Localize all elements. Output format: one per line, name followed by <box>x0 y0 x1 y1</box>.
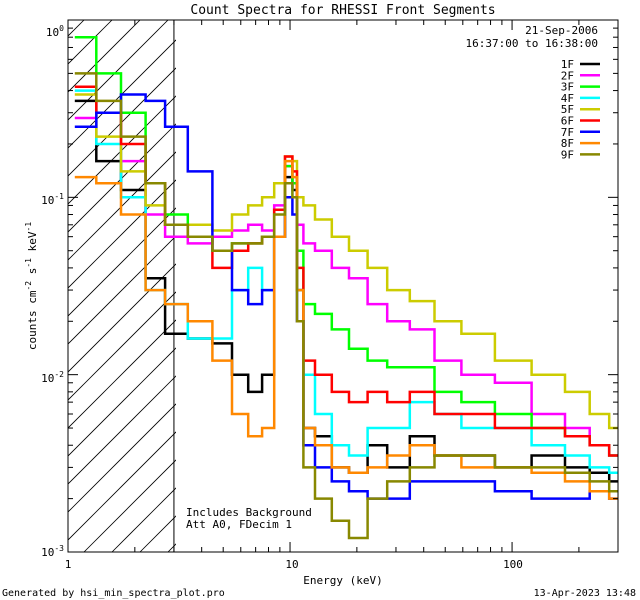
hatch-line <box>68 20 141 93</box>
legend-label-3F: 3F <box>561 81 574 94</box>
series-line-9F <box>74 72 618 540</box>
hatch-line <box>68 347 176 457</box>
hatch-line <box>68 263 176 373</box>
hatch-line <box>68 319 176 429</box>
footer-generator: Generated by hsi_min_spectra_plot.pro <box>2 588 225 599</box>
attenuator-annotation: Att A0, FDecim 1 <box>186 518 292 531</box>
series-line-2F <box>74 111 618 457</box>
hatch-line <box>68 95 176 205</box>
hatch-line <box>68 235 176 345</box>
legend-label-6F: 6F <box>561 115 574 128</box>
plot-frame <box>67 19 619 553</box>
hatch-line <box>0 0 96 552</box>
x-tick-label-100: 100 <box>503 558 523 571</box>
hatch-line <box>68 20 85 37</box>
y-tick-label-10-2: 10-2 <box>41 370 64 385</box>
y-tick-label-100: 100 <box>46 24 64 39</box>
hatch-line <box>252 0 640 552</box>
legend-label-7F: 7F <box>561 126 574 139</box>
hatch-line <box>224 0 640 552</box>
hatch-line <box>68 403 176 513</box>
time-range-label: 16:37:00 to 16:38:00 <box>466 37 598 50</box>
legend-label-5F: 5F <box>561 103 574 116</box>
legend-label-9F: 9F <box>561 148 574 161</box>
series-layer <box>74 35 618 540</box>
legend-label-1F: 1F <box>561 58 574 71</box>
x-tick-label-10: 10 <box>285 558 298 571</box>
hatch-line <box>68 151 176 261</box>
hatch-line <box>68 20 169 121</box>
hatch-line <box>68 20 113 65</box>
axis-ticks <box>67 19 619 553</box>
series-line-7F <box>74 93 618 500</box>
date-label: 21-Sep-2006 <box>525 24 598 37</box>
y-tick-label-10-3: 10-3 <box>41 544 64 559</box>
series-line-8F <box>74 159 618 500</box>
chart-title: Count Spectra for RHESSI Front Segments <box>190 3 495 18</box>
x-axis-label: Energy (keV) <box>303 574 382 587</box>
background-annotation: Includes Background <box>186 506 312 519</box>
x-tick-label-1: 1 <box>65 558 72 571</box>
series-line-5F <box>74 93 618 430</box>
hatch-line <box>68 179 176 289</box>
legend-label-8F: 8F <box>561 137 574 150</box>
hatch-line <box>68 375 176 485</box>
y-tick-label-10-1: 10-1 <box>41 192 64 207</box>
legend-label-4F: 4F <box>561 92 574 105</box>
hatch-line <box>68 431 176 541</box>
hatch-line <box>68 207 176 317</box>
footer-timestamp: 13-Apr-2023 13:48 <box>534 588 636 599</box>
series-line-4F <box>74 89 618 474</box>
attenuator-shaded-region <box>0 0 640 552</box>
y-axis-label: counts cm-2 s-1 keV-1 <box>24 222 39 350</box>
hatch-line <box>83 459 176 552</box>
legend-label-2F: 2F <box>561 69 574 82</box>
hatch-line <box>68 39 176 149</box>
